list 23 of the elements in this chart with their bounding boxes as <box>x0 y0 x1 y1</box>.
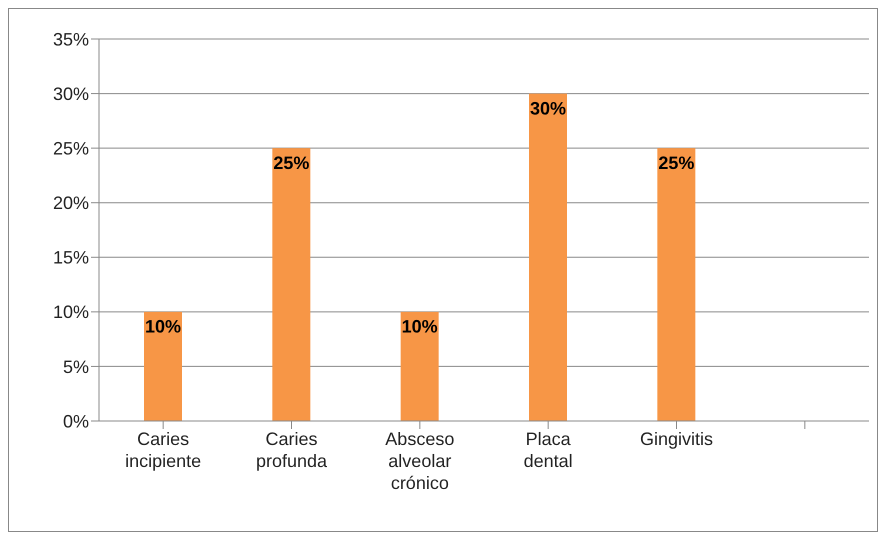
y-tick-label: 5% <box>62 356 89 377</box>
x-tick-label: Gingivitis <box>640 429 714 449</box>
data-label: 30% <box>530 98 566 118</box>
y-tick-label: 0% <box>62 411 89 432</box>
y-tick-label: 20% <box>52 193 89 214</box>
data-label: 10% <box>402 316 438 337</box>
y-tick-label: 35% <box>52 29 89 50</box>
data-label: 10% <box>144 316 182 337</box>
bar <box>657 148 696 421</box>
bar <box>272 148 310 421</box>
y-tick-label: 25% <box>52 138 89 159</box>
x-tick-label: Caries incipiente <box>125 429 202 471</box>
data-label: 25% <box>658 152 694 173</box>
x-tick-label: Caries profunda <box>256 429 328 471</box>
bar <box>529 94 567 421</box>
y-tick-label: 15% <box>52 248 89 268</box>
x-tick-label: Placa dental <box>524 429 573 471</box>
data-label: 25% <box>273 152 310 173</box>
bar <box>400 312 439 421</box>
y-tick-label: 10% <box>52 302 89 322</box>
y-tick-label: 30% <box>52 84 89 104</box>
bar <box>144 312 182 421</box>
x-tick-label: Absceso alveolar crónico <box>385 429 454 493</box>
